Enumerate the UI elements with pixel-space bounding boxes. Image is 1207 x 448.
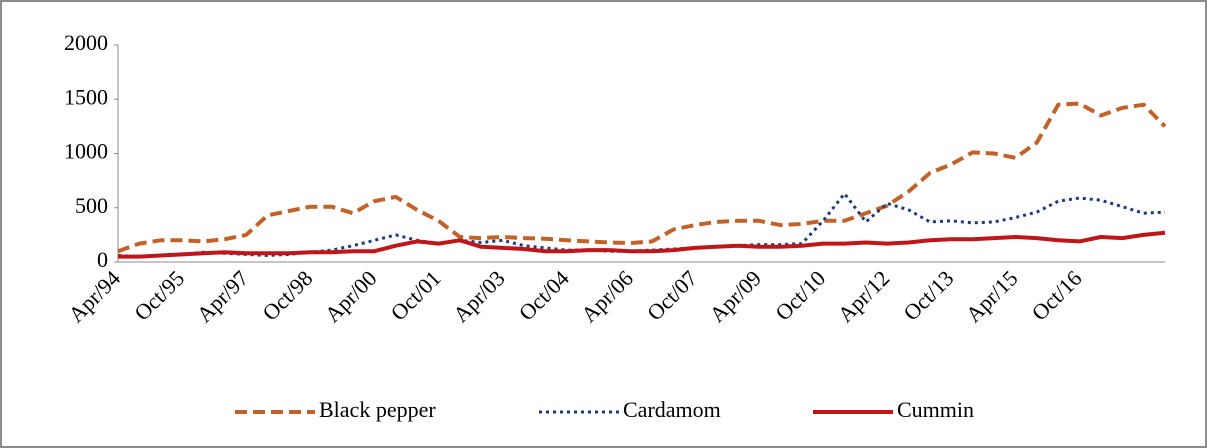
- y-tick-label: 2000: [64, 30, 108, 55]
- series-line: [117, 101, 1167, 254]
- legend-label: Cardamom: [623, 397, 721, 422]
- legend-label: Black pepper: [319, 397, 436, 422]
- y-tick-label: 1500: [64, 84, 108, 109]
- y-tick-label: 0: [97, 247, 108, 272]
- y-tick-label: 500: [75, 193, 108, 218]
- series-line: [118, 230, 1166, 259]
- y-tick-label: 1000: [64, 139, 108, 164]
- legend-label: Cummin: [897, 397, 974, 422]
- series-line: [117, 192, 1166, 259]
